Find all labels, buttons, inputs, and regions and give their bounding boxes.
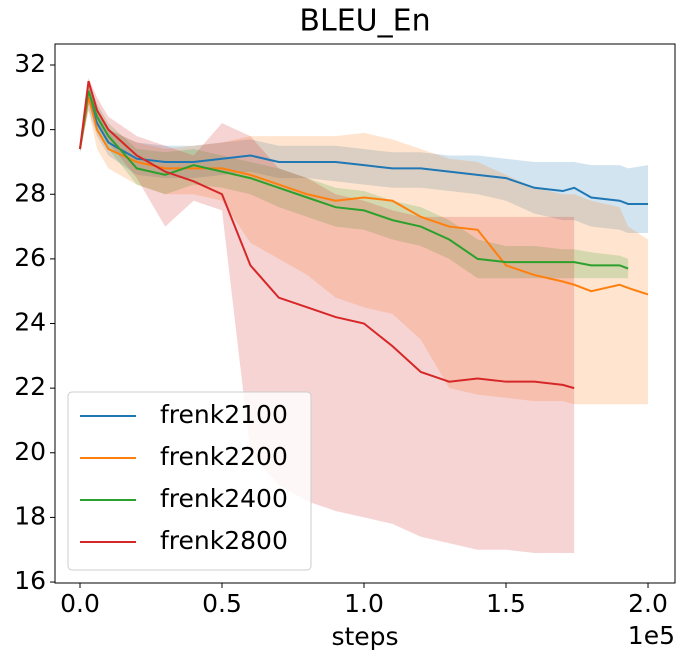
x-tick-label: 1.5 [486, 589, 526, 618]
x-tick-label: 1.0 [344, 589, 384, 618]
chart-title: BLEU_En [299, 4, 430, 39]
confidence-band [79, 77, 575, 553]
y-tick-label: 22 [14, 372, 46, 401]
series-line [79, 97, 649, 205]
y-tick-label: 32 [14, 49, 46, 78]
x-tick-label: 0.5 [202, 589, 242, 618]
y-tick-label: 26 [14, 243, 46, 272]
confidence-band [79, 84, 649, 234]
y-tick-label: 24 [14, 308, 46, 337]
y-tick-label: 16 [14, 566, 46, 595]
series-line [79, 97, 649, 296]
y-tick-label: 20 [14, 437, 46, 466]
y-tick-label: 28 [14, 178, 46, 207]
x-axis-label: steps [331, 622, 398, 651]
series-line [79, 90, 629, 270]
y-tick-label: 30 [14, 114, 46, 143]
confidence-band [79, 84, 649, 405]
legend-label: frenk2800 [160, 526, 288, 555]
y-tick-label: 18 [14, 501, 46, 530]
legend-label: frenk2200 [160, 442, 288, 471]
series-line [79, 80, 575, 390]
legend-box [67, 391, 312, 571]
legend-label: frenk2400 [160, 484, 288, 513]
x-tick-label: 2.0 [628, 589, 668, 618]
x-offset-label: 1e5 [628, 621, 675, 650]
legend-label: frenk2100 [160, 400, 288, 429]
plot-frame [54, 43, 676, 584]
x-tick-label: 0.0 [60, 589, 100, 618]
